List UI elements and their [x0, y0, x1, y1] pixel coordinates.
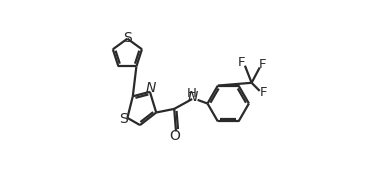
Text: S: S — [123, 31, 132, 45]
Text: F: F — [260, 86, 268, 99]
Text: N: N — [188, 90, 198, 104]
Text: N: N — [145, 81, 156, 95]
Text: F: F — [238, 56, 246, 69]
Text: F: F — [259, 58, 267, 71]
Text: O: O — [170, 129, 180, 143]
Text: H: H — [186, 87, 196, 100]
Text: S: S — [119, 112, 128, 126]
